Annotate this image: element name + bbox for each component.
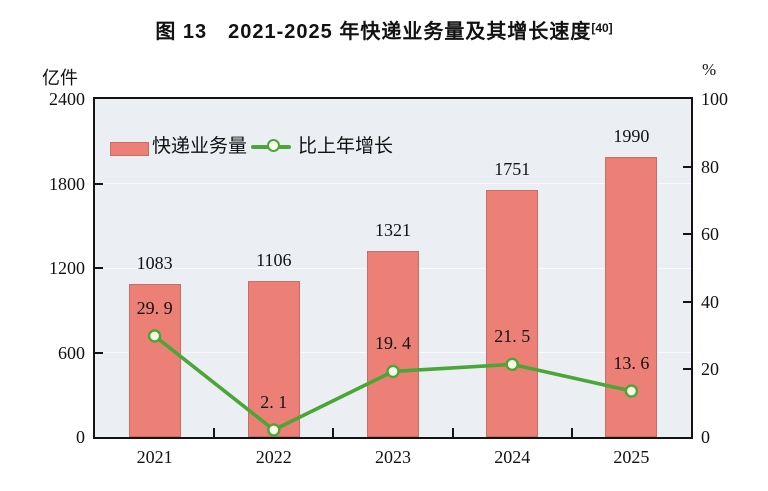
right-axis-label-0: 0 <box>701 427 710 447</box>
right-axis-unit: % <box>702 60 717 79</box>
left-axis-unit: 亿件 <box>42 68 78 88</box>
growth-value-label: 21. 5 <box>494 326 531 347</box>
growth-value-label: 13. 6 <box>613 353 650 374</box>
gridline-1800 <box>95 183 691 184</box>
legend-line-marker-icon <box>267 139 280 152</box>
bar-2021 <box>128 284 181 437</box>
bar-2024 <box>486 190 539 437</box>
growth-marker-2021 <box>147 329 162 343</box>
bar-value-label: 1321 <box>375 219 411 240</box>
x-tick-label-2021: 2021 <box>136 447 173 467</box>
left-axis-tick <box>95 182 103 185</box>
plot-area: 快递业务量 比上年增长 1083 1106 1321 1751 1990 29. 9 2. … <box>93 97 693 439</box>
bar-2023 <box>367 250 419 437</box>
left-axis-tick <box>95 267 103 269</box>
x-tick-label-2025: 2025 <box>613 447 650 467</box>
x-tick-label-2022: 2022 <box>255 447 292 467</box>
x-tick-label-2024: 2024 <box>494 447 531 467</box>
bar-value-label: 1990 <box>613 125 650 146</box>
left-axis-label-1200: 1200 <box>49 258 85 278</box>
right-axis-label-100: 100 <box>701 89 728 109</box>
left-axis-tick <box>95 351 103 354</box>
right-axis-tick <box>683 165 691 168</box>
right-axis-tick <box>683 233 691 236</box>
legend-line-label: 比上年增长 <box>298 136 394 157</box>
bar-value-label: 1083 <box>136 253 173 274</box>
right-axis-label-20: 20 <box>701 359 719 380</box>
legend-bar-label: 快递业务量 <box>152 136 248 157</box>
left-axis-label-0: 0 <box>76 427 85 447</box>
x-tick-label-2023: 2023 <box>375 447 411 467</box>
growth-value-label: 29. 9 <box>136 297 173 318</box>
bar-2022 <box>247 281 300 437</box>
right-axis-label-40: 40 <box>701 291 719 312</box>
x-axis-tick <box>451 428 454 437</box>
growth-line-series <box>147 329 639 437</box>
chart-title-footnote-ref: [40] <box>591 21 613 35</box>
growth-value-label: 19. 4 <box>375 333 411 354</box>
right-axis-label-80: 80 <box>701 156 719 177</box>
growth-marker-2024 <box>505 357 519 372</box>
left-axis-label-600: 600 <box>58 342 85 363</box>
right-axis-label-60: 60 <box>701 224 719 245</box>
bar-value-label: 1751 <box>494 159 531 180</box>
x-axis-tick <box>570 428 573 437</box>
x-axis-tick <box>213 428 216 437</box>
left-axis-label-2400: 2400 <box>49 89 85 109</box>
x-axis-tick <box>332 428 335 437</box>
legend: 快递业务量 比上年增长 <box>95 99 691 169</box>
growth-marker-2025 <box>624 384 639 398</box>
growth-marker-2022 <box>267 423 281 437</box>
right-axis-tick <box>683 368 691 371</box>
chart-title: 图 13 2021-2025 年快递业务量及其增长速度[40] <box>0 15 768 44</box>
legend-bar-swatch <box>110 142 149 156</box>
chart-title-text: 图 13 2021-2025 年快递业务量及其增长速度 <box>155 21 592 43</box>
growth-value-label: 2. 1 <box>260 391 288 412</box>
left-axis-label-1800: 1800 <box>49 173 85 194</box>
bar-value-label: 1106 <box>256 250 292 271</box>
growth-marker-2023 <box>386 364 400 379</box>
right-axis-tick <box>683 300 691 303</box>
